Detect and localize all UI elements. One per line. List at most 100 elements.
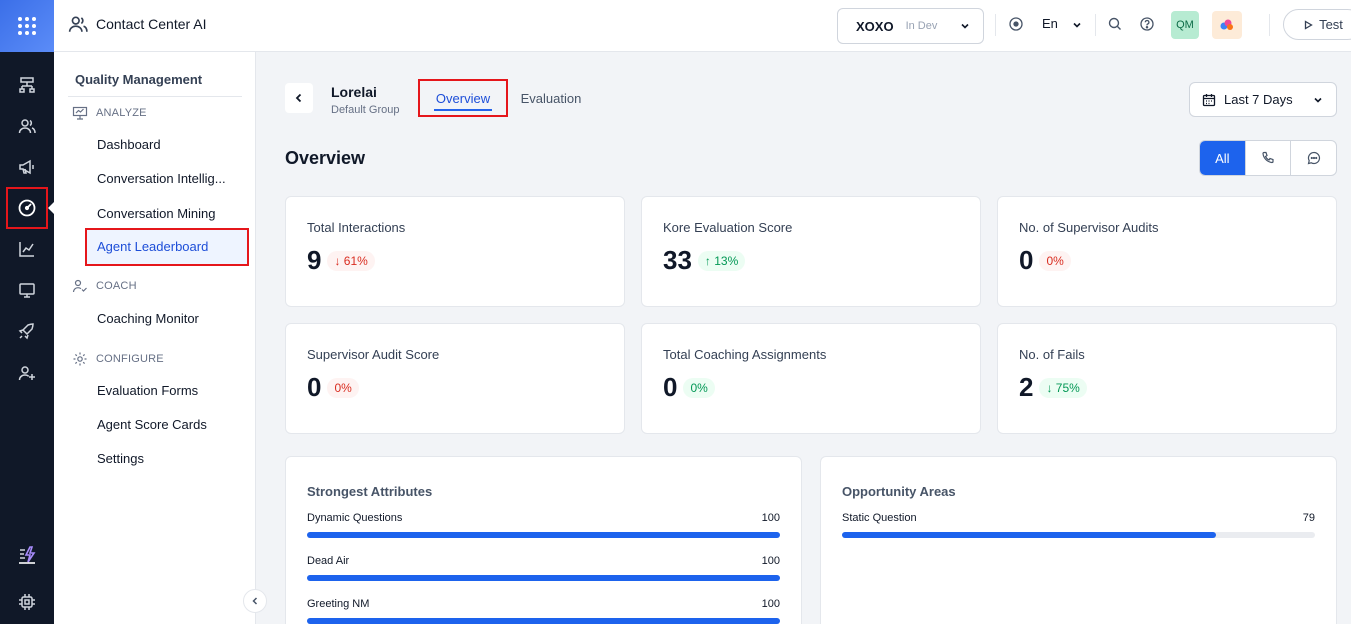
back-button[interactable] <box>285 83 313 113</box>
agent-name: Lorelai <box>331 84 377 100</box>
trend-badge: ↓ 75% <box>1039 377 1087 398</box>
rail-deploy-button[interactable] <box>0 311 54 351</box>
trend-badge: 0% <box>683 377 715 398</box>
calendar-icon <box>1202 93 1216 106</box>
workspace-env: In Dev <box>905 20 938 32</box>
metric-value: 0 <box>1019 245 1034 275</box>
phone-icon <box>1262 151 1274 164</box>
rail-analytics-button[interactable] <box>0 229 54 269</box>
metric-value: 0 <box>307 372 322 402</box>
divider <box>1269 14 1270 36</box>
panel-title: Strongest Attributes <box>307 484 433 499</box>
help-icon <box>1140 17 1154 31</box>
chevron-down-icon <box>1314 97 1322 103</box>
help-button[interactable] <box>1140 17 1154 31</box>
bolt-icon <box>19 546 36 564</box>
metric-card-supervisor-audit-score: Supervisor Audit Score 0 0% <box>285 323 625 434</box>
sidebar-item-dashboard[interactable]: Dashboard <box>97 137 161 152</box>
status-button[interactable] <box>1009 17 1023 31</box>
language-select[interactable]: En <box>1042 16 1058 31</box>
score-bar-fill <box>307 618 780 624</box>
language-dropdown-toggle[interactable] <box>1071 19 1083 31</box>
module-sidebar: Quality Management ANALYZE Dashboard Con… <box>54 52 256 624</box>
divider <box>995 14 996 36</box>
monitor-icon <box>19 283 35 298</box>
metric-label: Supervisor Audit Score <box>307 347 440 362</box>
search-icon <box>1108 17 1121 30</box>
attribute-row: Dead Air 100 <box>307 555 780 581</box>
section-analyze: ANALYZE <box>72 106 147 120</box>
chat-icon <box>1307 151 1320 165</box>
search-button[interactable] <box>1108 17 1122 31</box>
chip-icon <box>19 594 35 610</box>
attribute-name: Dead Air <box>307 555 350 567</box>
strongest-attributes-panel: Strongest Attributes Dynamic Questions 1… <box>285 456 802 624</box>
metric-label: No. of Fails <box>1019 347 1085 362</box>
sidebar-item-agent-score-cards[interactable]: Agent Score Cards <box>97 417 207 432</box>
users-icon <box>68 16 88 32</box>
chevron-down-icon <box>961 23 969 29</box>
rail-monitor-button[interactable] <box>0 270 54 310</box>
score-bar-fill <box>307 532 780 538</box>
app-logo-icon <box>1220 19 1233 30</box>
main-content: Lorelai Default Group Overview Evaluatio… <box>256 52 1351 624</box>
metric-card-supervisor-audits: No. of Supervisor Audits 0 0% <box>997 196 1337 307</box>
sidebar-title: Quality Management <box>75 72 203 87</box>
section-configure-label: CONFIGURE <box>96 353 164 365</box>
app-logo-avatar[interactable] <box>1212 11 1242 39</box>
sidebar-item-evaluation-forms[interactable]: Evaluation Forms <box>97 383 199 398</box>
rail-flow-button[interactable] <box>0 65 54 105</box>
metric-label: Kore Evaluation Score <box>663 220 793 235</box>
section-coach-label: COACH <box>96 280 137 292</box>
play-icon <box>1304 19 1313 30</box>
active-rail-indicator <box>48 202 54 214</box>
channel-chat-button[interactable] <box>1290 141 1336 175</box>
metric-value: 33 <box>663 245 692 275</box>
panel-title: Opportunity Areas <box>842 484 956 499</box>
sidebar-item-coaching-monitor[interactable]: Coaching Monitor <box>97 311 199 326</box>
metric-card-total-interactions: Total Interactions 9 ↓ 61% <box>285 196 625 307</box>
collapse-sidebar-button[interactable] <box>243 589 267 613</box>
attribute-name: Dynamic Questions <box>307 512 403 524</box>
sidebar-item-settings[interactable]: Settings <box>97 451 144 466</box>
sidebar-item-agent-leaderboard[interactable]: Agent Leaderboard <box>85 228 249 266</box>
metric-label: Total Coaching Assignments <box>663 347 827 362</box>
test-button-label: Test <box>1319 17 1343 32</box>
tab-evaluation[interactable]: Evaluation <box>520 90 582 106</box>
score-bar-fill <box>842 532 1216 538</box>
section-configure: CONFIGURE <box>72 351 164 367</box>
metric-value: 2 <box>1019 372 1034 402</box>
sidebar-item-conversation-intelligence[interactable]: Conversation Intellig... <box>97 171 226 186</box>
rail-settings-button[interactable] <box>0 582 54 622</box>
gear-icon <box>73 352 87 366</box>
date-range-label: Last 7 Days <box>1224 92 1293 107</box>
attribute-row: Static Question 79 <box>842 512 1315 538</box>
rail-campaigns-button[interactable] <box>0 147 54 187</box>
date-range-select[interactable]: Last 7 Days <box>1189 82 1337 117</box>
page-title: Overview <box>285 148 366 168</box>
sidebar-item-conversation-mining[interactable]: Conversation Mining <box>97 206 216 221</box>
trend-badge: ↓ 61% <box>327 250 375 271</box>
rail-users-button[interactable] <box>0 106 54 146</box>
users-icon <box>18 119 36 134</box>
attribute-name: Static Question <box>842 512 917 524</box>
apps-grid-button[interactable] <box>0 0 54 52</box>
megaphone-icon <box>19 159 34 175</box>
test-button[interactable]: Test <box>1283 9 1351 40</box>
channel-all-button[interactable]: All <box>1200 141 1245 175</box>
workspace-select[interactable]: XOXO In Dev <box>837 8 984 44</box>
user-avatar[interactable]: QM <box>1171 11 1199 39</box>
metric-card-coaching-assignments: Total Coaching Assignments 0 0% <box>641 323 981 434</box>
channel-voice-button[interactable] <box>1244 141 1291 175</box>
rocket-icon <box>18 323 34 340</box>
attribute-score: 100 <box>761 598 780 610</box>
rail-add-user-button[interactable] <box>0 353 54 393</box>
rail-quality-button[interactable] <box>6 187 48 229</box>
agent-group: Default Group <box>331 104 400 116</box>
metric-label: No. of Supervisor Audits <box>1019 220 1159 235</box>
score-bar <box>307 575 780 581</box>
apps-grid-icon <box>18 17 36 35</box>
tab-overview[interactable]: Overview <box>418 79 508 117</box>
app-title: Contact Center AI <box>96 16 207 32</box>
rail-quick-actions-button[interactable] <box>0 535 54 575</box>
